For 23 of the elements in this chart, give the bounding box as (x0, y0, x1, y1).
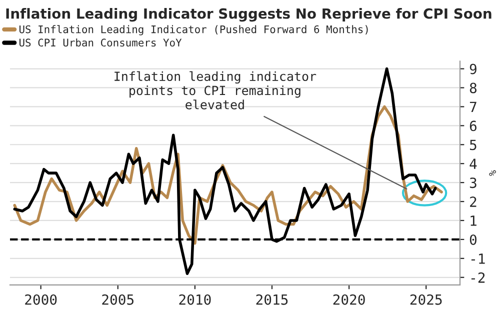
y-tick-label: 1 (470, 216, 476, 226)
y-tick-label: 0 (470, 234, 476, 245)
x-tick-label: 2000 (25, 294, 57, 305)
y-axis-title: % (489, 170, 496, 176)
x-tick-label: 2015 (256, 294, 288, 305)
y-tick-label: 9 (470, 64, 476, 74)
y-tick-label: 2 (470, 196, 476, 207)
y-tick-label: 7 (470, 102, 476, 112)
x-tick-label: 2025 (410, 294, 442, 305)
y-tick-label: 6 (470, 120, 476, 132)
x-tick-label: 2005 (102, 294, 134, 305)
y-tick-label: 8 (470, 82, 476, 94)
legend-label: US CPI Urban Consumers YoY (19, 38, 182, 47)
x-tick-label: 2010 (179, 294, 211, 305)
y-tick-label: -2 (471, 272, 485, 283)
y-tick-label: 4 (470, 158, 477, 169)
chart-title: Inflation Leading Indicator Suggests No Reprieve for CPI Soon (6, 8, 492, 22)
y-tick-label: 5 (470, 140, 476, 150)
y-tick-label: -1 (471, 254, 485, 264)
annotation: Inflation leading indicator points to CPI remaining elevated (114, 71, 316, 110)
legend-label: US Inflation Leading Indicator (Pushed Forward 6 Months) (19, 25, 368, 36)
x-tick-label: 2020 (333, 294, 365, 305)
y-tick-label: 3 (470, 178, 476, 188)
